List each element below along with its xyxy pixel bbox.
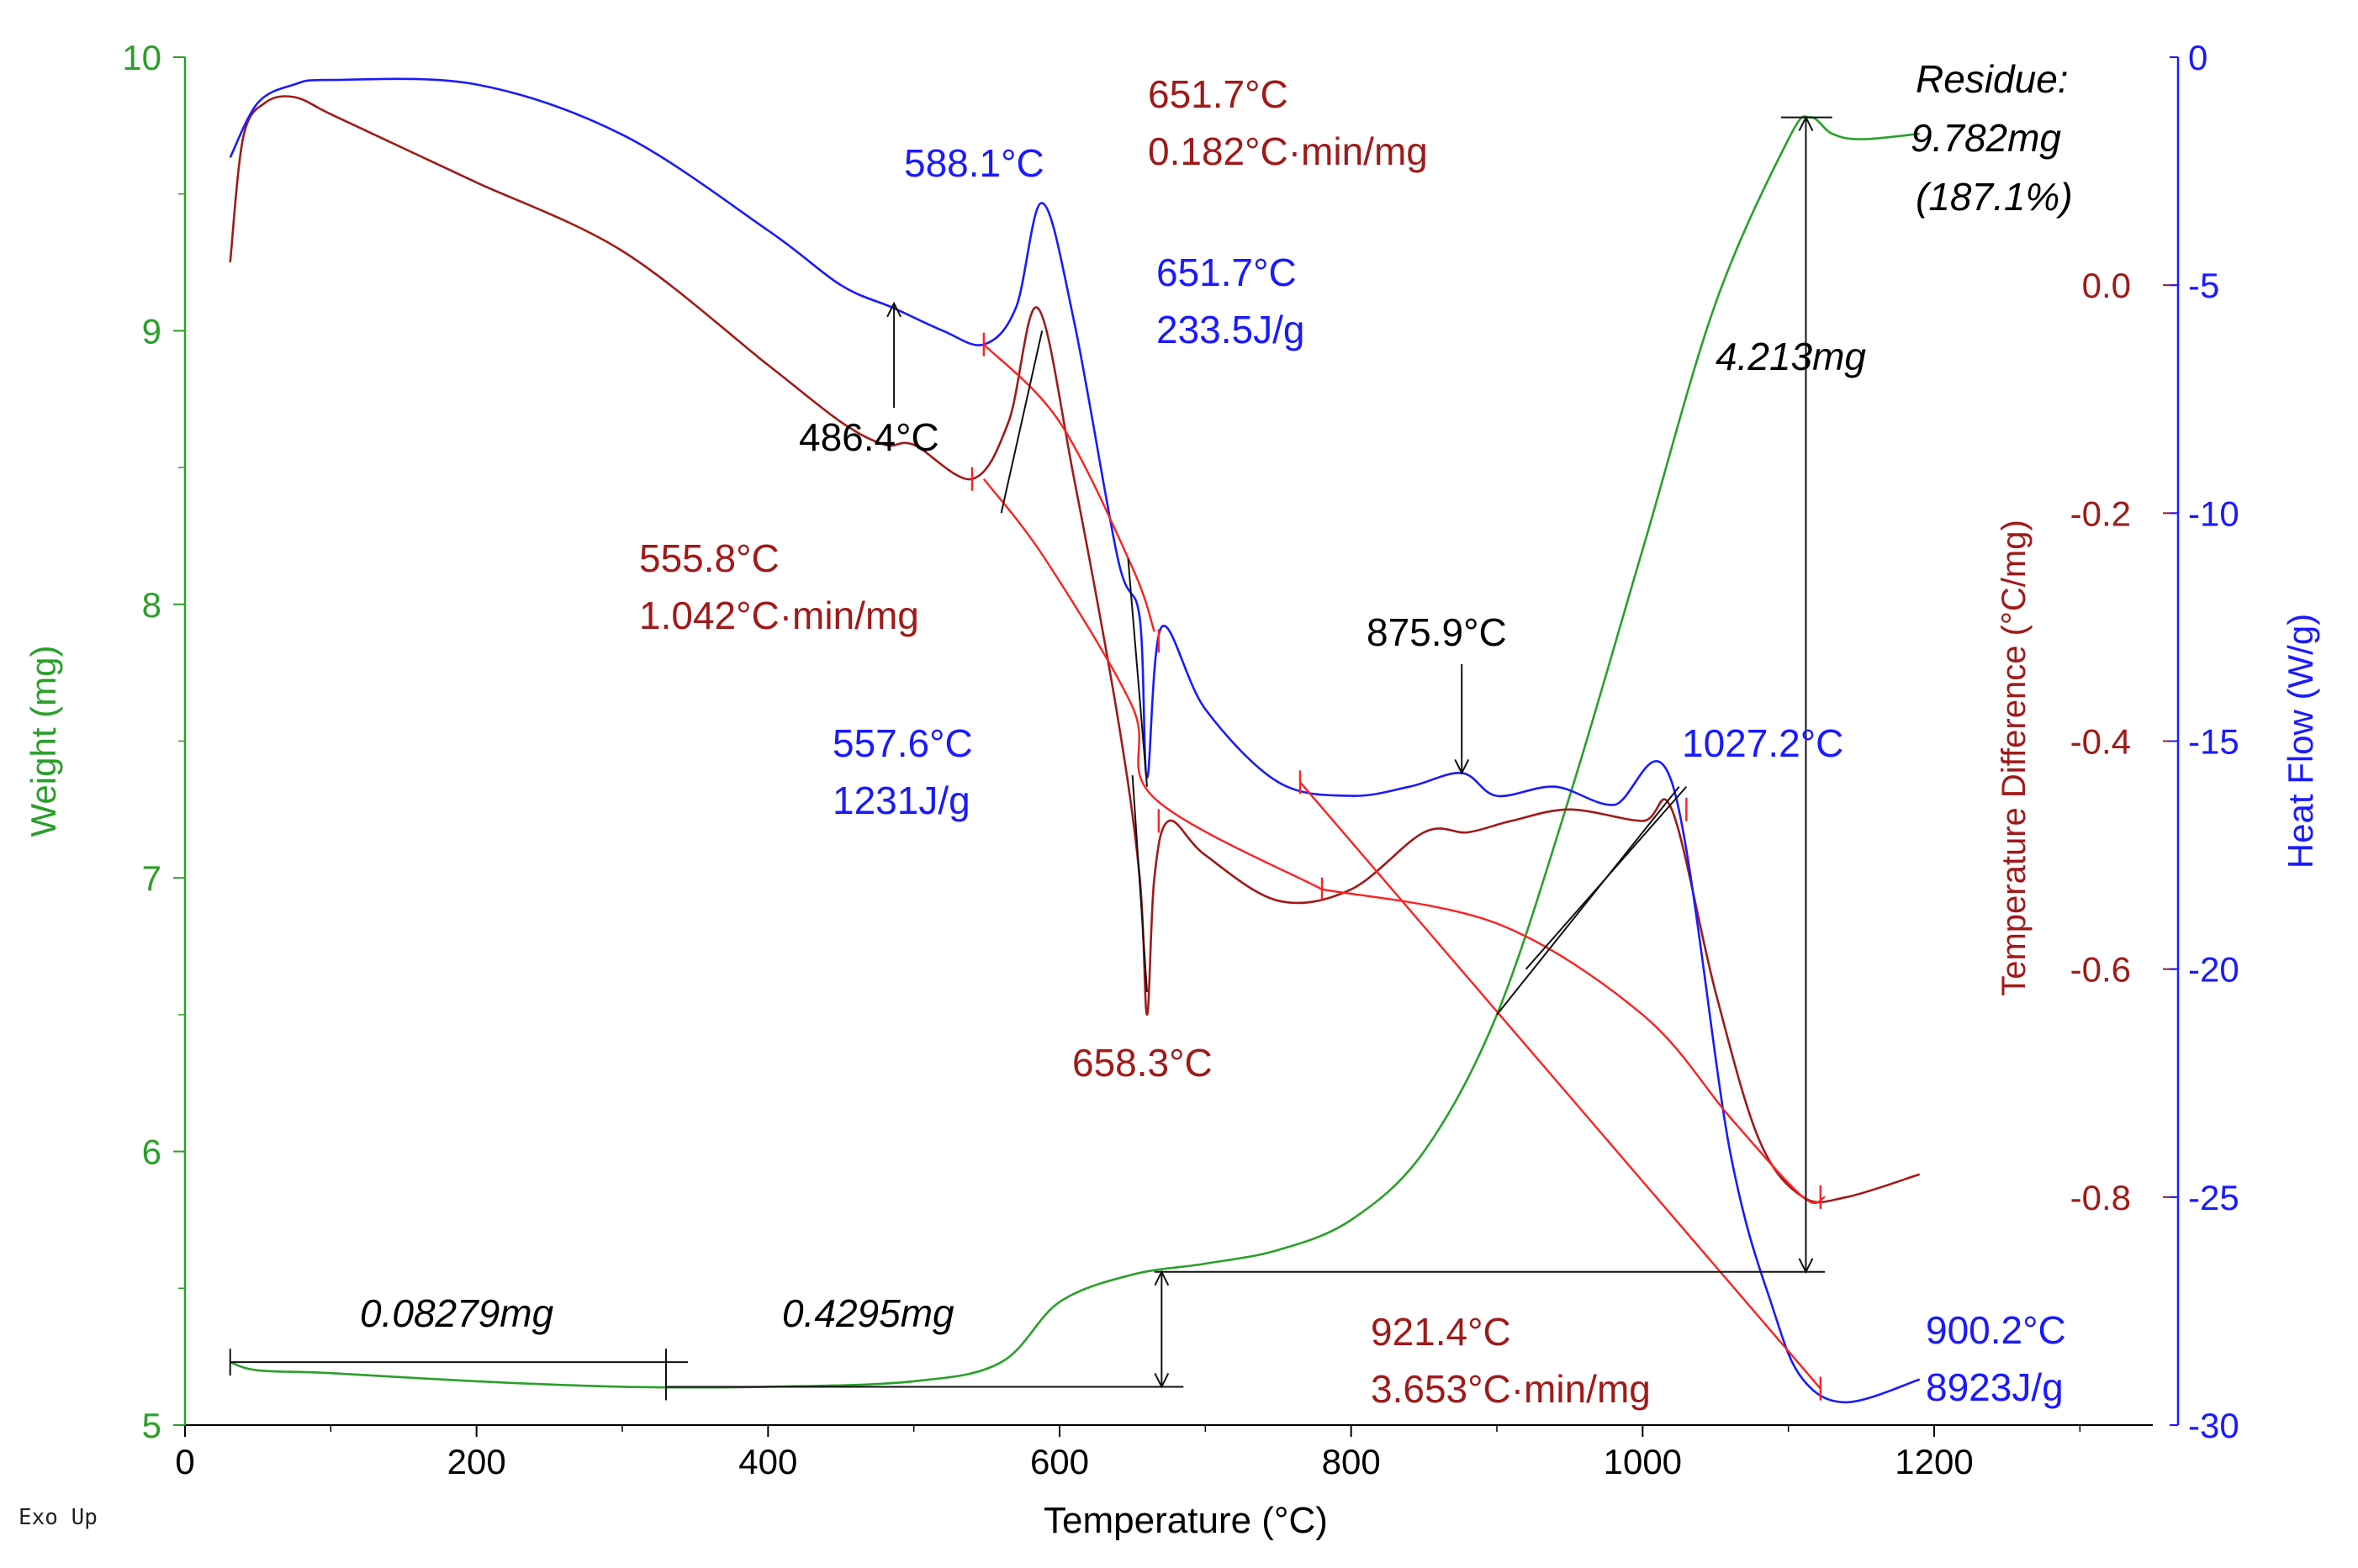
annotation-label: 1.042°C·min/mg (639, 594, 919, 637)
x-tick-label: 0 (175, 1442, 194, 1481)
weight-tick-label: 8 (142, 585, 161, 625)
heatflow-integration-line (1299, 781, 1821, 1390)
annotation-label: 651.7°C (1156, 251, 1297, 294)
heatflow-tick-label: 0 (2188, 38, 2207, 77)
weight-step-arrowhead (1154, 1372, 1170, 1389)
annotation-label: 1231J/g (833, 779, 970, 822)
annotations: 651.7°C 0.182°C·min/mg 588.1°C 651.7°C 233.5… (360, 57, 2073, 1411)
x-tick-label: 800 (1322, 1442, 1381, 1481)
heatflow-onset-baseline (983, 343, 1155, 632)
x-tick-label: 400 (738, 1442, 797, 1481)
annotation-label: 921.4°C (1371, 1310, 1511, 1354)
weight-tick-label: 10 (122, 38, 161, 77)
annotation-label: 588.1°C (904, 141, 1044, 185)
tempdiff-onset-baseline (982, 478, 1323, 890)
x-tick-label: 1000 (1604, 1442, 1682, 1481)
heatflow-series-line (229, 77, 1921, 1404)
annotation-label: 651.7°C (1148, 72, 1288, 116)
tempdiff-tick-label: -0.8 (2070, 1178, 2131, 1217)
tangent-line (1525, 786, 1688, 970)
weight-step-arrowhead (1798, 1258, 1814, 1275)
weight-tick-label: 7 (142, 858, 161, 898)
tangent-line (1127, 558, 1148, 787)
annotation-label: 555.8°C (639, 536, 780, 580)
tangent-line (1000, 330, 1044, 514)
annotation-label: 557.6°C (833, 721, 973, 765)
tangent-line (1496, 786, 1680, 1016)
heatflow-tick-label: -5 (2188, 266, 2219, 305)
weight-step-arrowhead (1798, 115, 1814, 132)
heatflow-tick-label: -15 (2188, 722, 2239, 762)
heatflow-tick-label: -25 (2188, 1178, 2239, 1217)
weight-tick-label: 5 (142, 1406, 161, 1445)
annotation-label: (187.1%) (1916, 175, 2073, 219)
annotation-label: 8923J/g (1926, 1365, 2064, 1409)
weight-axis-label: Weight (mg) (24, 646, 63, 837)
tempdiff-axis-label: Temperature Difference (°C/mg) (1996, 520, 2033, 996)
annotation-label: 1027.2°C (1682, 721, 1843, 765)
annotation-label: 0.182°C·min/mg (1148, 129, 1428, 173)
x-tick-label: 1200 (1895, 1442, 1973, 1481)
heatflow-tick-label: -20 (2188, 950, 2239, 990)
weight-tick-label: 6 (142, 1132, 161, 1172)
tempdiff-tick-label: -0.6 (2070, 950, 2131, 990)
tempdiff-tick-label: -0.2 (2070, 494, 2131, 533)
arrow-486-head (886, 301, 901, 318)
annotation-label: 4.213mg (1716, 335, 1866, 378)
annotation-label: Residue: (1916, 57, 2069, 101)
weight-series-line (230, 115, 1920, 1389)
annotation-label: 0.08279mg (360, 1291, 554, 1335)
tempdiff-tick-label: 0.0 (2082, 266, 2131, 305)
weight-tick-label: 9 (142, 311, 161, 351)
annotation-label: 0.4295mg (782, 1291, 954, 1335)
exo-up-note: Exo Up (19, 1505, 98, 1530)
annotation-label: 486.4°C (799, 415, 939, 459)
series-group (229, 77, 1921, 1404)
tempdiff-onset-baseline-2 (1321, 888, 1826, 1204)
annotation-label: 3.653°C·min/mg (1371, 1367, 1651, 1411)
heatflow-axis-label: Heat Flow (W/g) (2281, 614, 2320, 868)
annotation-label: 233.5J/g (1156, 308, 1304, 351)
axes: 0 200 400 600 800 1000 1200 Temperature (°C) 5 6 7… (24, 38, 2320, 1541)
arrow-876-head (1454, 759, 1470, 775)
tempdiff-series-line (229, 95, 1921, 1204)
heatflow-tick-label: -10 (2188, 494, 2239, 533)
annotation-label: 875.9°C (1367, 610, 1507, 654)
x-axis-label: Temperature (°C) (1044, 1500, 1328, 1541)
x-tick-label: 600 (1030, 1442, 1089, 1481)
annotation-label: 9.782mg (1911, 116, 2061, 160)
annotation-label: 658.3°C (1072, 1041, 1213, 1085)
tangent-line (1131, 775, 1148, 992)
onset-markers (229, 115, 1832, 1401)
tempdiff-tick-label: -0.4 (2070, 722, 2131, 762)
x-tick-label: 200 (447, 1442, 506, 1481)
heatflow-tick-label: -30 (2188, 1406, 2239, 1445)
annotation-label: 900.2°C (1926, 1308, 2066, 1352)
